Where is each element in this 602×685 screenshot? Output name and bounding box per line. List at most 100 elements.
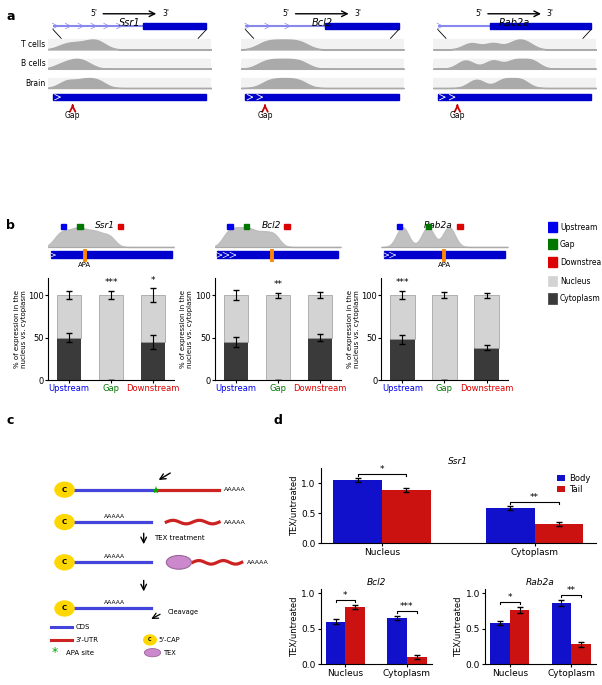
Text: APA: APA — [78, 262, 91, 268]
Text: *: * — [507, 593, 512, 602]
Bar — [433, 78, 596, 88]
Text: 3': 3' — [355, 10, 361, 18]
Bar — [308, 338, 332, 380]
Circle shape — [55, 555, 74, 570]
Bar — [548, 276, 557, 286]
Ellipse shape — [144, 649, 161, 657]
Text: **: ** — [273, 280, 282, 289]
Bar — [387, 618, 407, 664]
Text: 5': 5' — [283, 10, 290, 18]
Circle shape — [55, 601, 74, 616]
Text: Gap: Gap — [257, 111, 273, 120]
Bar — [284, 224, 290, 229]
Text: Nucleus: Nucleus — [560, 277, 591, 286]
Bar — [486, 508, 535, 543]
Text: *: * — [151, 276, 155, 285]
Text: 5': 5' — [475, 10, 482, 18]
Text: ***: *** — [400, 601, 414, 610]
Text: Brain: Brain — [25, 79, 46, 88]
Text: ***: *** — [105, 278, 118, 288]
Bar — [244, 224, 249, 229]
Text: Cytoplasm: Cytoplasm — [560, 295, 601, 303]
Bar — [53, 94, 206, 100]
Bar — [548, 239, 557, 249]
Text: ***: *** — [396, 278, 409, 288]
Bar — [265, 295, 290, 380]
Bar — [51, 251, 172, 258]
Bar — [143, 23, 206, 29]
Bar — [390, 295, 415, 339]
Circle shape — [55, 482, 74, 497]
Bar — [333, 480, 382, 543]
Bar — [551, 603, 571, 664]
Bar — [548, 221, 557, 232]
Text: Bcl2: Bcl2 — [311, 18, 333, 28]
Title: Rab2a: Rab2a — [526, 578, 555, 587]
Text: **: ** — [566, 586, 576, 595]
Bar — [438, 94, 591, 100]
Text: *: * — [380, 464, 384, 474]
Text: Ssr1: Ssr1 — [119, 18, 140, 28]
Bar — [223, 342, 248, 380]
Bar — [490, 23, 591, 29]
Text: CDS: CDS — [76, 624, 90, 630]
Text: Gap: Gap — [65, 111, 80, 120]
Text: TEX treatment: TEX treatment — [154, 536, 204, 541]
Bar — [57, 338, 81, 380]
Bar — [241, 40, 403, 49]
Circle shape — [144, 635, 157, 645]
Bar — [325, 23, 399, 29]
Text: a: a — [6, 10, 14, 23]
Text: AAAAA: AAAAA — [104, 553, 125, 559]
Bar — [326, 621, 346, 664]
Bar — [346, 608, 365, 664]
Y-axis label: TEX/untreated: TEX/untreated — [290, 475, 299, 536]
Text: d: d — [274, 414, 283, 427]
Text: 5'-CAP: 5'-CAP — [159, 637, 181, 643]
Bar — [390, 339, 415, 380]
Bar — [141, 342, 166, 380]
Text: c: c — [6, 414, 13, 427]
Bar — [407, 658, 427, 664]
Y-axis label: TEX/untreated: TEX/untreated — [454, 597, 463, 657]
Text: AAAAA: AAAAA — [104, 600, 125, 605]
Bar — [117, 224, 123, 229]
Bar — [397, 224, 402, 229]
Bar — [241, 78, 403, 88]
Y-axis label: % of expression in the
nucleus vs. cytoplasm: % of expression in the nucleus vs. cytop… — [14, 290, 27, 368]
Bar — [426, 224, 431, 229]
Bar — [48, 59, 211, 68]
Bar — [433, 40, 596, 49]
Text: Downstream: Downstream — [560, 258, 602, 266]
Legend: Body, Tail: Body, Tail — [556, 472, 592, 495]
Bar — [48, 78, 211, 88]
Text: Ssr1: Ssr1 — [95, 221, 115, 230]
Text: Bcl2: Bcl2 — [262, 221, 281, 230]
Text: Rab2a: Rab2a — [424, 221, 453, 230]
Title: Ssr1: Ssr1 — [448, 457, 468, 466]
Text: **: ** — [530, 493, 539, 502]
Text: b: b — [6, 219, 15, 232]
Bar — [433, 59, 596, 68]
Text: C: C — [62, 486, 67, 493]
Text: B cells: B cells — [21, 59, 46, 68]
Bar — [61, 224, 66, 229]
Text: 5': 5' — [90, 10, 98, 18]
Bar — [246, 94, 399, 100]
Text: AAAAA: AAAAA — [224, 520, 246, 525]
Text: TEX: TEX — [164, 649, 176, 656]
Text: APA site: APA site — [66, 649, 94, 656]
Text: AAAAA: AAAAA — [247, 560, 268, 565]
Text: 3'-UTR: 3'-UTR — [76, 637, 99, 643]
Text: AAAAA: AAAAA — [224, 487, 246, 493]
Text: 3': 3' — [162, 10, 169, 18]
Text: C: C — [62, 606, 67, 612]
Bar — [141, 295, 166, 342]
Bar — [457, 224, 463, 229]
Bar — [510, 610, 529, 664]
Y-axis label: % of expression in the
nucleus vs. cytoplasm: % of expression in the nucleus vs. cytop… — [181, 290, 193, 368]
Bar — [490, 623, 510, 664]
Title: Bcl2: Bcl2 — [367, 578, 386, 587]
Bar — [241, 59, 403, 68]
Text: Cleavage: Cleavage — [167, 609, 199, 615]
